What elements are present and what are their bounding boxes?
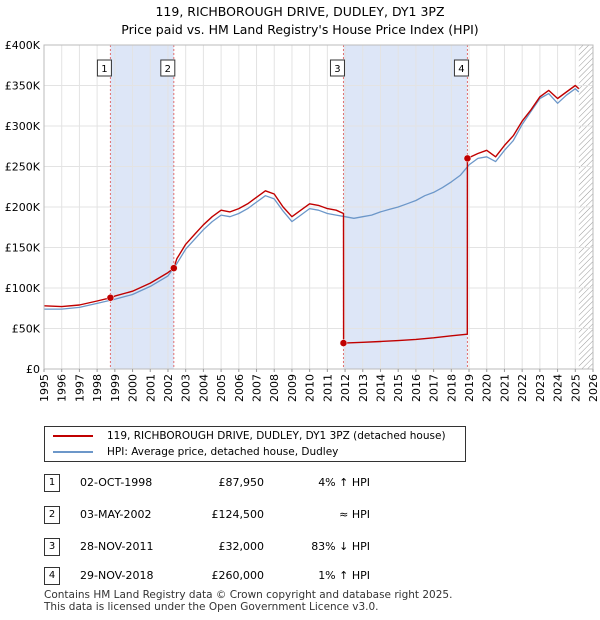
legend-swatch-hpi <box>53 451 93 453</box>
x-tick-label: 2022 <box>516 374 529 402</box>
y-tick-label: £300K <box>5 120 41 133</box>
sale-point <box>106 294 115 302</box>
x-tick-label: 1997 <box>73 374 86 402</box>
series-line-hpi <box>44 88 580 310</box>
footer: Contains HM Land Registry data © Crown c… <box>44 589 452 613</box>
x-tick-label: 1999 <box>109 374 122 402</box>
x-tick-label: 2016 <box>410 374 423 402</box>
sale-number-frame <box>453 59 469 77</box>
y-tick-label: £350K <box>5 80 41 93</box>
y-tick-label: £400K <box>5 39 41 52</box>
footer-copyright: Contains HM Land Registry data © Crown c… <box>44 589 453 601</box>
transaction-date: 03-MAY-2002 <box>80 508 152 521</box>
transaction-price: £124,500 <box>211 508 265 521</box>
legend: 119, RICHBOROUGH DRIVE, DUDLEY, DY1 3PZ … <box>44 426 466 462</box>
transaction-date: 29-NOV-2018 <box>80 569 154 582</box>
y-tick-label: £0 <box>26 363 40 376</box>
transaction-hpi: 4% ↑ HPI <box>318 476 370 489</box>
price-chart: 1 2 3 4 £0 £50K £100K £150K £200K £250K £300K £350… <box>5 39 600 402</box>
legend-item-hpi: HPI: Average price, detached house, Dudl… <box>53 444 338 460</box>
sale-number-label: 2 <box>165 64 171 75</box>
y-tick-label: £150K <box>5 242 41 255</box>
legend-swatch-property <box>53 435 93 437</box>
x-tick-label: 2005 <box>215 374 228 402</box>
x-tick-label: 2017 <box>428 374 441 402</box>
transaction-price: £260,000 <box>211 569 265 582</box>
x-tick-label: 2001 <box>144 374 157 402</box>
sale-point <box>339 339 348 347</box>
transaction-number: 1 <box>44 474 60 492</box>
sale-number-label: 1 <box>101 64 107 75</box>
x-tick-label: 2024 <box>552 374 565 402</box>
transaction-number: 3 <box>44 538 60 556</box>
legend-item-property: 119, RICHBOROUGH DRIVE, DUDLEY, DY1 3PZ … <box>53 428 446 444</box>
sale-number-box: 3 <box>329 59 345 77</box>
x-tick-label: 2000 <box>127 374 140 402</box>
transaction-hpi: ≈ HPI <box>339 508 370 521</box>
x-tick-label: 2014 <box>374 374 387 402</box>
sale-number-frame <box>160 59 176 77</box>
sale-number-box: 1 <box>96 59 112 77</box>
sale-number-frame <box>96 59 112 77</box>
x-tick-label: 2020 <box>481 374 494 402</box>
transaction-date: 02-OCT-1998 <box>80 476 153 489</box>
transaction-price: £87,950 <box>218 476 265 489</box>
x-tick-label: 2008 <box>268 374 281 402</box>
y-tick-label: £50K <box>12 323 41 336</box>
x-tick-label: 2004 <box>197 374 210 402</box>
x-tick-label: 2009 <box>286 374 299 402</box>
x-tick-label: 2012 <box>339 374 352 402</box>
sale-point <box>170 264 178 272</box>
x-tick-label: 2003 <box>180 374 193 402</box>
transaction-number: 4 <box>44 567 60 585</box>
x-tick-label: 2006 <box>233 374 246 402</box>
footer-licence: This data is licensed under the Open Gov… <box>44 601 379 613</box>
sale-number-box: 4 <box>453 59 469 77</box>
x-tick-label: 2025 <box>569 374 582 402</box>
x-tick-label: 2026 <box>587 374 600 402</box>
x-tick-label: 2011 <box>321 374 334 402</box>
x-tick-label: 1996 <box>56 374 69 402</box>
x-tick-label: 2010 <box>304 374 317 402</box>
x-tick-label: 2002 <box>162 374 175 402</box>
y-tick-label: £250K <box>5 161 41 174</box>
sale-number-box: 2 <box>160 59 176 77</box>
plot-frame <box>43 44 594 370</box>
sale-point <box>463 154 472 163</box>
chart-title: 119, RICHBOROUGH DRIVE, DUDLEY, DY1 3PZ <box>155 4 445 19</box>
x-tick-label: 2019 <box>463 374 476 402</box>
x-tick-label: 2013 <box>357 374 370 402</box>
transaction-price: £32,000 <box>218 540 265 553</box>
x-tick-label: 1995 <box>38 374 51 402</box>
sale-number-frame <box>329 59 345 77</box>
x-tick-label: 2023 <box>534 374 547 402</box>
transaction-number: 2 <box>44 506 60 524</box>
transaction-hpi: 1% ↑ HPI <box>318 569 370 582</box>
sale-number-label: 3 <box>334 64 340 75</box>
y-tick-label: £100K <box>5 282 41 295</box>
chart-subtitle: Price paid vs. HM Land Registry's House … <box>121 22 479 37</box>
x-tick-label: 2018 <box>445 374 458 402</box>
x-tick-label: 1998 <box>91 374 104 402</box>
y-tick-label: £200K <box>5 201 41 214</box>
legend-label-property: 119, RICHBOROUGH DRIVE, DUDLEY, DY1 3PZ … <box>107 430 446 442</box>
legend-label-hpi: HPI: Average price, detached house, Dudl… <box>107 446 339 458</box>
sale-number-label: 4 <box>458 64 464 75</box>
chart-title-block: 119, RICHBOROUGH DRIVE, DUDLEY, DY1 3PZ … <box>0 3 600 39</box>
transaction-hpi: 83% ↓ HPI <box>311 540 370 553</box>
x-tick-label: 2015 <box>392 374 405 402</box>
x-tick-label: 2021 <box>498 374 511 402</box>
x-tick-label: 2007 <box>251 374 264 402</box>
transaction-date: 28-NOV-2011 <box>80 540 154 553</box>
